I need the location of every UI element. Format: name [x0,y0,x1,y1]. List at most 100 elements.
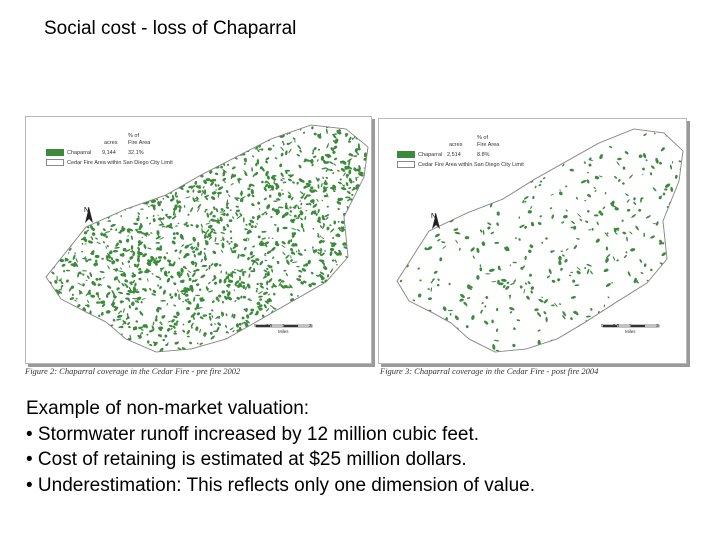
vegetation-patch [134,300,140,303]
vegetation-patch [345,182,349,187]
vegetation-patch [298,313,300,316]
vegetation-patch [243,125,246,126]
vegetation-patch [638,208,642,212]
vegetation-patch [192,272,196,278]
vegetation-patch [222,212,226,216]
vegetation-patch [281,241,286,245]
vegetation-patch [283,337,288,341]
vegetation-patch [361,138,364,141]
vegetation-patch [320,252,325,257]
vegetation-patch [530,290,533,294]
vegetation-patch [103,358,109,360]
vegetation-patch [105,294,109,298]
vegetation-patch [297,205,300,210]
vegetation-patch [290,218,296,223]
vegetation-patch [524,200,527,203]
vegetation-patch [604,348,608,351]
vegetation-patch [332,330,335,333]
vegetation-patch [52,335,58,338]
vegetation-patch [179,249,182,254]
vegetation-patch [424,247,428,251]
vegetation-patch [352,130,356,134]
vegetation-patch [221,242,225,249]
vegetation-patch [281,189,283,191]
vegetation-patch [291,233,295,238]
vegetation-patch [271,237,274,240]
vegetation-patch [312,155,317,158]
vegetation-patch [259,298,262,301]
vegetation-patch [186,307,191,311]
vegetation-patch [130,245,134,250]
vegetation-patch [323,295,328,298]
vegetation-patch [128,305,132,309]
vegetation-patch [330,326,336,330]
vegetation-patch [123,308,125,313]
vegetation-patch [87,275,90,279]
vegetation-patch [266,267,269,271]
vegetation-patch [184,244,189,249]
vegetation-patch [561,254,565,257]
vegetation-patch [558,342,565,346]
vegetation-patch [134,347,140,350]
vegetation-patch [580,125,583,128]
vegetation-patch [35,194,39,198]
vegetation-patch [447,309,453,312]
vegetation-patch [35,174,37,177]
vegetation-patch [46,225,50,229]
vegetation-patch [276,316,280,320]
vegetation-patch [245,308,248,312]
vegetation-patch [265,351,269,352]
vegetation-patch [139,223,143,228]
vegetation-patch [197,190,202,194]
vegetation-patch [483,199,488,201]
vegetation-patch [43,145,45,147]
vegetation-patch [354,262,359,266]
vegetation-patch [235,205,239,208]
vegetation-patch [362,349,367,352]
vegetation-patch [248,273,251,278]
vegetation-patch [565,339,570,343]
vegetation-patch [138,267,142,271]
body-bullet-underestimation: • Underestimation: This reflects only on… [26,474,536,496]
vegetation-patch [268,121,270,123]
vegetation-patch [319,225,323,229]
vegetation-patch [231,342,236,348]
vegetation-patch [194,180,198,185]
vegetation-patch [650,165,655,169]
vegetation-patch [155,242,161,244]
vegetation-patch [263,269,268,273]
vegetation-patch [73,235,76,240]
vegetation-patch [46,255,50,259]
vegetation-patch [451,355,455,361]
vegetation-patch [331,309,337,314]
vegetation-patch [196,342,199,345]
vegetation-patch [628,174,633,179]
vegetation-patch [62,192,66,195]
vegetation-patch [299,210,303,213]
vegetation-patch [228,194,231,198]
vegetation-patch [341,160,347,165]
vegetation-patch [112,318,116,322]
vegetation-patch [89,127,91,131]
vegetation-patch [41,119,44,122]
vegetation-patch [256,215,259,219]
vegetation-patch [271,126,274,128]
vegetation-patch [249,183,255,187]
vegetation-patch [77,329,81,336]
vegetation-patch [133,263,137,268]
vegetation-patch [186,298,190,301]
vegetation-patch [320,183,323,188]
vegetation-patch [177,222,180,225]
vegetation-patch [264,252,267,255]
vegetation-patch [310,271,314,275]
vegetation-patch [466,297,471,299]
vegetation-patch [282,142,285,146]
vegetation-patch [635,120,640,123]
vegetation-patch [406,323,410,328]
vegetation-patch [246,283,251,289]
vegetation-patch [246,336,248,339]
vegetation-patch [626,199,630,203]
vegetation-patch [255,350,258,352]
vegetation-patch [611,352,616,355]
vegetation-patch [33,356,37,360]
